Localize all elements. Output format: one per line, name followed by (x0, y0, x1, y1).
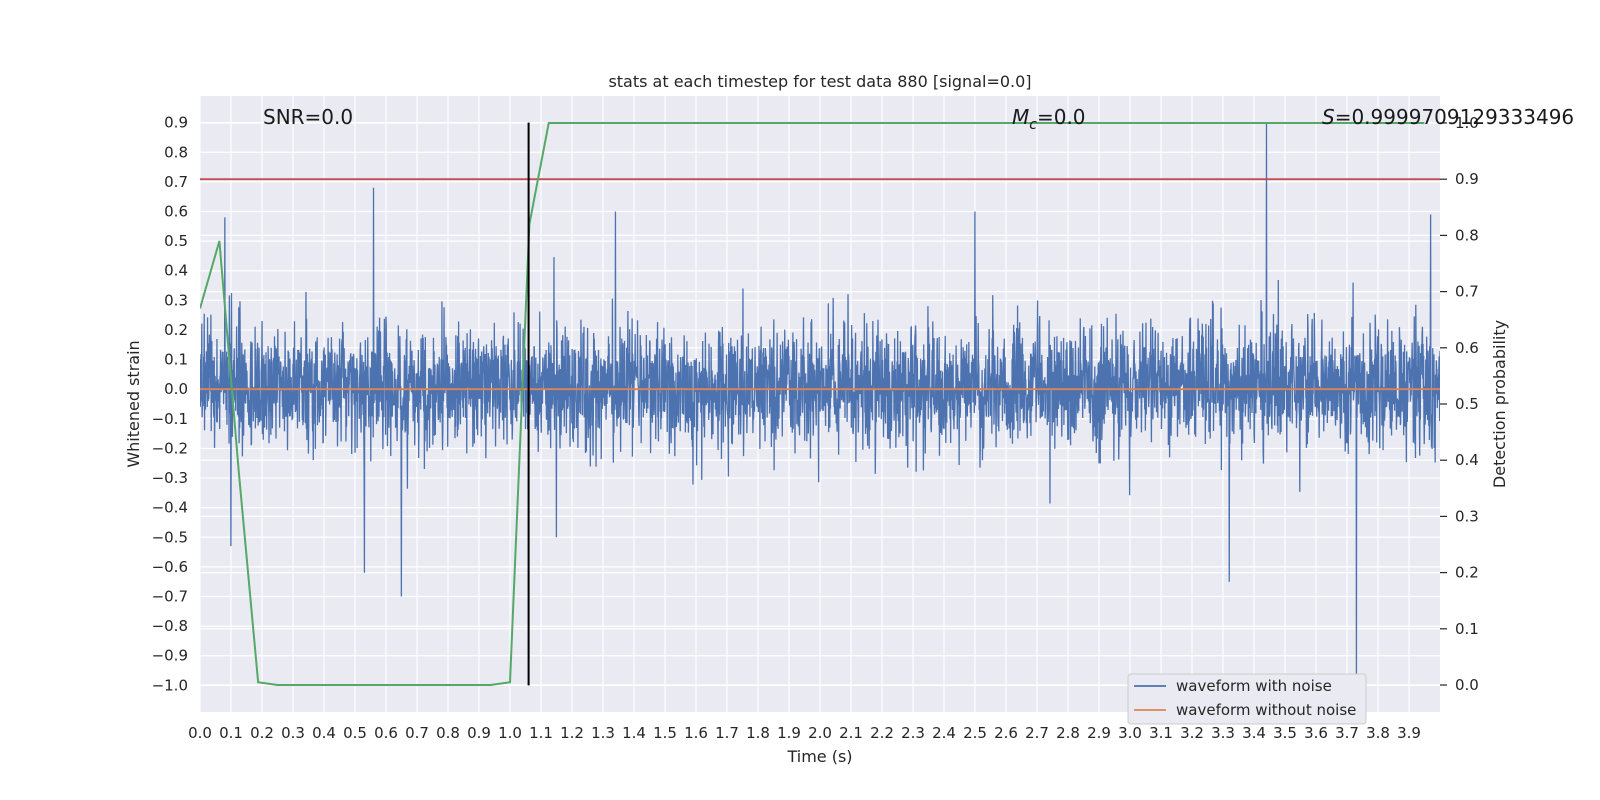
y-axis-label: Whitened strain (124, 340, 143, 467)
x-tick-label: 2.5 (963, 724, 987, 742)
x-tick-label: 3.7 (1335, 724, 1359, 742)
x-tick-label: 1.0 (498, 724, 522, 742)
y-tick-label: −0.9 (152, 647, 188, 665)
x-tick-label: 2.2 (870, 724, 894, 742)
y-tick-label: 0.5 (164, 232, 188, 250)
x-tick-label: 3.0 (1118, 724, 1142, 742)
y2-tick-label: 0.9 (1455, 170, 1479, 188)
x-tick-label: 3.1 (1149, 724, 1173, 742)
x-tick-label: 0.2 (250, 724, 274, 742)
x-tick-label: 1.9 (777, 724, 801, 742)
chirp-mass-annotation: Mc=0.0 (1012, 105, 1086, 133)
x-tick-label: 2.9 (1087, 724, 1111, 742)
y-tick-label: −0.8 (152, 617, 188, 635)
x-tick-label: 0.5 (343, 724, 367, 742)
y-tick-label: 0.3 (164, 291, 188, 309)
snr-annotation: SNR=0.0 (263, 105, 353, 129)
legend-box (1127, 673, 1367, 725)
y2-tick-label: 0.0 (1455, 676, 1479, 694)
y-grid (200, 122, 1440, 686)
x-tick-label: 0.4 (312, 724, 336, 742)
y2-tick-label: 0.5 (1455, 395, 1479, 413)
y2-axis-label: Detection probability (1490, 320, 1509, 488)
x-tick-label: 1.7 (715, 724, 739, 742)
y-tick-label: 0.4 (164, 262, 188, 280)
y-tick-label: −0.1 (152, 410, 188, 428)
x-tick-label: 0.6 (374, 724, 398, 742)
x-tick-label: 2.3 (901, 724, 925, 742)
y2-tick-label: 0.3 (1455, 507, 1479, 525)
y-tick-label: −0.7 (152, 588, 188, 606)
y-tick-label: 0.7 (164, 173, 188, 191)
x-tick-label: 1.4 (622, 724, 646, 742)
y-tick-label: 0.1 (164, 351, 188, 369)
x-tick-label: 1.2 (560, 724, 584, 742)
x-tick-label: 1.3 (591, 724, 615, 742)
x-tick-label: 2.6 (994, 724, 1018, 742)
chirp-mass-value: =0.0 (1037, 105, 1086, 129)
x-tick-label: 3.4 (1242, 724, 1266, 742)
series-waveform-with-noise (200, 122, 1440, 683)
x-tick-label: 1.6 (684, 724, 708, 742)
legend-label-waveform-with-noise: waveform with noise (1176, 677, 1332, 695)
x-tick-label: 1.1 (529, 724, 553, 742)
chart-title: stats at each timestep for test data 880… (608, 72, 1031, 91)
legend: waveform with noise waveform without noi… (1127, 673, 1367, 725)
x-tick-label: 3.8 (1366, 724, 1390, 742)
x-tick-label: 3.3 (1211, 724, 1235, 742)
y-tick-label: 0.8 (164, 143, 188, 161)
x-tick-label: 0.1 (219, 724, 243, 742)
x-tick-label: 0.7 (405, 724, 429, 742)
x-tick-label: 2.1 (839, 724, 863, 742)
x-axis-ticks: 0.0 0.1 0.2 0.3 0.4 0.5 0.6 0.7 0.8 0.9 1.0 1.1 1.2 1… (188, 724, 1421, 742)
x-tick-label: 2.0 (808, 724, 832, 742)
y2-axis-ticks: 1.0 0.9 0.8 0.7 0.6 0.5 0.4 0.3 0.2 0.1 0.0 (1440, 114, 1479, 694)
y2-tick-label: 0.8 (1455, 226, 1479, 244)
y2-tick-label: 0.2 (1455, 564, 1479, 582)
x-tick-label: 1.5 (653, 724, 677, 742)
x-tick-label: 0.0 (188, 724, 212, 742)
y2-tick-label: 0.4 (1455, 451, 1479, 469)
x-tick-label: 0.8 (436, 724, 460, 742)
score-value: =0.9999709129333496 (1335, 105, 1574, 129)
y-tick-label: −0.6 (152, 558, 188, 576)
x-tick-label: 2.8 (1056, 724, 1080, 742)
y-tick-label: 0.0 (164, 380, 188, 398)
chirp-mass-subscript: c (1029, 117, 1037, 133)
score-annotation: S=0.9999709129333496 (1322, 105, 1574, 129)
x-tick-label: 2.4 (932, 724, 956, 742)
y-tick-label: −1.0 (152, 676, 188, 694)
y-tick-label: −0.3 (152, 469, 188, 487)
chirp-mass-symbol: M (1012, 105, 1029, 129)
x-tick-label: 2.7 (1025, 724, 1049, 742)
y-axis-ticks: 0.9 0.8 0.7 0.6 0.5 0.4 0.3 0.2 0.1 0.0 −0.1 −0.2 −0… (152, 114, 188, 695)
series-detection-probability (200, 121, 1425, 687)
x-axis-label: Time (s) (786, 747, 852, 766)
x-tick-label: 3.9 (1397, 724, 1421, 742)
legend-label-waveform-without-noise: waveform without noise (1176, 701, 1356, 719)
x-tick-label: 3.6 (1304, 724, 1328, 742)
x-tick-label: 1.8 (746, 724, 770, 742)
y-tick-label: −0.2 (152, 439, 188, 457)
x-tick-label: 0.9 (467, 724, 491, 742)
y2-tick-label: 0.6 (1455, 339, 1479, 357)
score-symbol: S (1322, 105, 1335, 129)
y-tick-label: 0.9 (164, 114, 188, 132)
y-tick-label: 0.2 (164, 321, 188, 339)
y2-tick-label: 1.0 (1455, 114, 1479, 132)
x-tick-label: 3.5 (1273, 724, 1297, 742)
x-tick-label: 3.2 (1180, 724, 1204, 742)
x-tick-label: 0.3 (281, 724, 305, 742)
y-tick-label: 0.6 (164, 203, 188, 221)
y2-tick-label: 0.1 (1455, 620, 1479, 638)
y-tick-label: −0.5 (152, 528, 188, 546)
y2-tick-label: 0.7 (1455, 283, 1479, 301)
y-tick-label: −0.4 (152, 499, 188, 517)
